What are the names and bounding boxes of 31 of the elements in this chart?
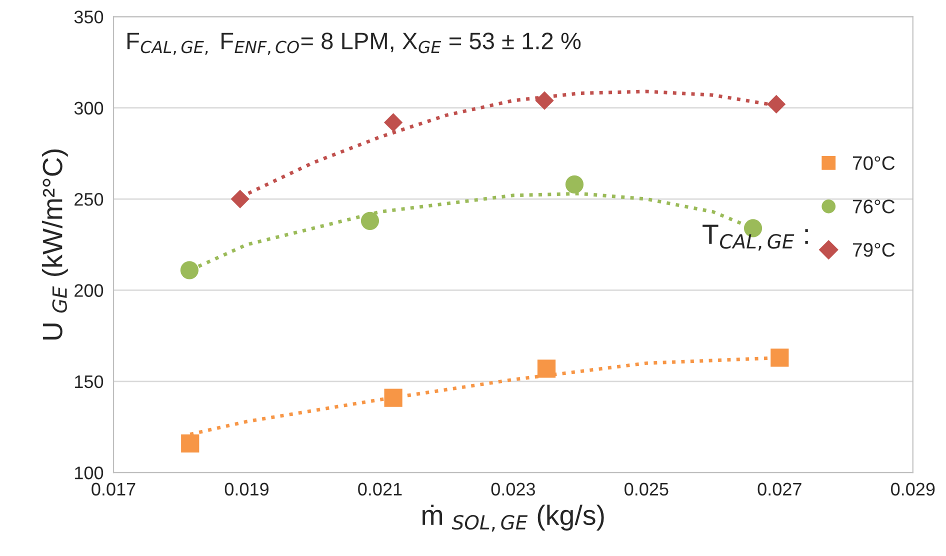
point — [360, 212, 380, 230]
x-tick-label: 0.027 — [758, 482, 802, 496]
x-tick-label: 0.025 — [624, 482, 668, 496]
y-tick-label: 250 — [74, 192, 104, 206]
point — [180, 261, 199, 280]
legend-label: 76°C — [852, 200, 895, 214]
y-axis-title: U $_{GE}$ (kW/m²°C) — [42, 150, 68, 340]
point — [230, 190, 250, 208]
x-tick-label: 0.021 — [358, 482, 402, 496]
y-tick-label: 150 — [75, 375, 104, 388]
point — [770, 348, 789, 367]
x-axis-title: ṁ $_{SOL,GE}$ (kg/s) — [422, 504, 604, 532]
y-tick-label: 200 — [74, 284, 104, 297]
point — [565, 175, 584, 194]
y-tick-label: 100 — [75, 466, 104, 480]
point — [535, 91, 554, 110]
y-tick-label: 300 — [74, 102, 104, 115]
legend-label: 79°C — [852, 243, 895, 257]
x-tick-label: 0.029 — [891, 482, 935, 496]
x-tick-label: 0.019 — [224, 482, 268, 496]
annotation: F$_{CAL,GE,}$ F$_{ENF,CO}$= 8 LPM, X$_{GE}$ = 53 ± 1.2 % — [127, 32, 581, 55]
point — [181, 434, 200, 452]
legend-label: 70°C — [852, 156, 895, 170]
y-tick-label: 350 — [74, 10, 104, 24]
point — [384, 388, 402, 407]
legend-title: T$_{CAL,GE}$ : — [702, 224, 808, 251]
point — [767, 94, 786, 114]
point — [384, 113, 403, 132]
x-tick-label: 0.023 — [491, 482, 536, 496]
point — [537, 360, 556, 378]
x-tick-label: 0.017 — [92, 482, 136, 496]
